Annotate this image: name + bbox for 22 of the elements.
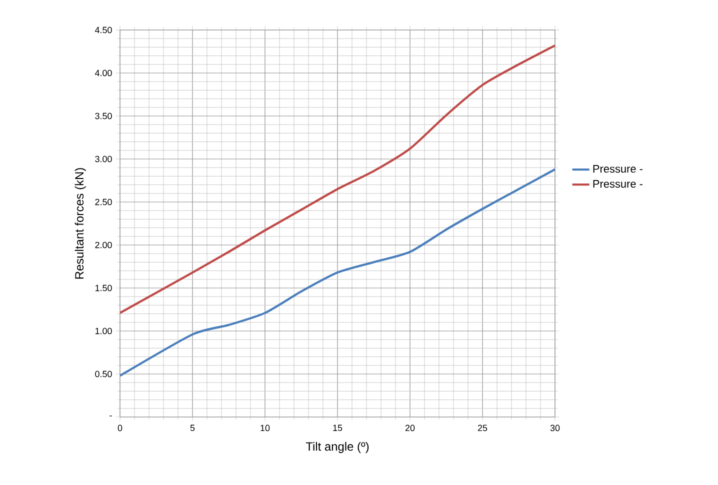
- y-tick-label: 0.50: [95, 370, 112, 378]
- x-tick-label: 15: [333, 424, 342, 432]
- y-tick-label: 1.50: [95, 284, 112, 292]
- line-series: [120, 44, 556, 314]
- line-series: [120, 168, 556, 377]
- x-tick-label: 0: [118, 424, 122, 432]
- y-tick-label: 1.00: [95, 328, 112, 334]
- y-tick-label: 2.50: [95, 198, 112, 206]
- x-tick-label: 25: [478, 424, 488, 432]
- y-tick-label: 4.00: [94, 70, 112, 76]
- y-tick-label: 4.50: [94, 26, 112, 34]
- legend-label: Pressure -: [593, 180, 642, 188]
- x-tick-label: 30: [550, 424, 560, 432]
- y-tick-label: 3.50: [95, 112, 112, 120]
- y-tick-label: 3.00: [95, 156, 112, 162]
- y-tick-label: 2.00: [95, 242, 112, 248]
- x-tick-label: 5: [190, 424, 195, 432]
- x-tick-label: 20: [405, 424, 415, 432]
- y-axis-title: Resultant forces (kN): [74, 168, 86, 279]
- x-tick-label: 10: [260, 424, 270, 432]
- legend-label: Pressure -: [593, 165, 642, 173]
- x-axis-title: Tilt angle (º): [306, 442, 369, 454]
